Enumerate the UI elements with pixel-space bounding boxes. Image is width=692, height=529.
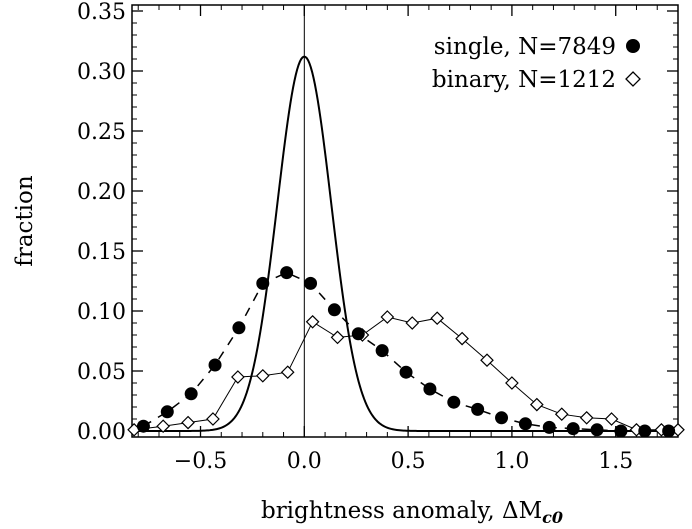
single-point [447,395,461,409]
y-tick-label: 0.00 [77,420,126,445]
y-tick-labels: 0.00 0.05 0.10 0.15 0.20 0.25 0.30 0.35 [77,0,126,445]
single-point [184,387,198,401]
binary-point [529,397,544,412]
axis-ticks [132,5,678,437]
y-tick-label: 0.15 [77,240,126,265]
binary-point [604,412,619,426]
binary-point [480,353,494,368]
single-point [256,276,270,290]
binary-point [380,310,395,324]
binary-point [181,415,195,430]
legend-marker-binary [625,71,641,87]
y-tick-label: 0.10 [77,300,126,325]
binary-point [305,314,320,329]
single-point [232,321,246,335]
plot-frame [131,4,679,438]
x-tick-label: 1.5 [598,449,633,474]
binary-point [430,311,445,326]
binary-point [280,365,295,380]
single-point [399,365,413,379]
single-point [495,411,509,425]
y-tick-label: 0.30 [77,60,126,85]
legend-label-single: single, N=7849 [434,34,616,60]
x-tick-label: 0.5 [391,449,426,474]
x-tick-label: 1.0 [494,449,529,474]
binary-point [505,376,519,390]
single-point [423,382,437,396]
single-point [280,266,294,280]
x-tick-label: −0.5 [174,449,227,474]
legend: single, N=7849 binary, N=1212 [432,34,641,93]
binary-point [554,407,569,422]
single-point [351,327,365,341]
y-tick-label: 0.35 [77,0,126,25]
single-point [566,422,580,436]
single-point [662,424,676,438]
single-point [542,420,556,434]
single-point [327,303,341,317]
legend-label-binary: binary, N=1212 [432,67,616,93]
single-point [471,402,485,416]
single-point [518,417,532,431]
single-point [375,344,389,358]
single-point [208,358,222,372]
binary-point [579,410,594,425]
y-axis-title: fraction [12,175,38,267]
series-layer [127,5,685,438]
binary-point [330,330,345,345]
y-tick-label: 0.05 [77,360,126,385]
single-series-line [143,271,669,432]
single-point [614,424,628,438]
x-axis-title-main: brightness anomaly, ΔM [261,498,542,524]
binary-point [455,331,469,346]
x-axis-title-subscript: c0 [542,508,563,527]
x-axis-title: brightness anomaly, ΔMc0 [261,498,563,527]
x-tick-label: 0.0 [287,449,322,474]
binary-point [206,412,220,426]
y-tick-label: 0.20 [77,180,126,205]
y-tick-label: 0.25 [77,120,126,145]
single-point [304,276,318,290]
single-point [638,424,652,438]
binary-point [255,368,270,383]
x-tick-labels: −0.5 0.0 0.5 1.0 1.5 [174,449,633,474]
plot-area [131,4,679,438]
binary-point [231,370,245,384]
binary-point [156,419,170,434]
gaussian-curve [132,55,678,432]
binary-point [405,316,420,330]
legend-marker-single [626,39,640,53]
single-point [136,419,150,433]
single-point [160,405,174,419]
single-point [590,423,604,437]
